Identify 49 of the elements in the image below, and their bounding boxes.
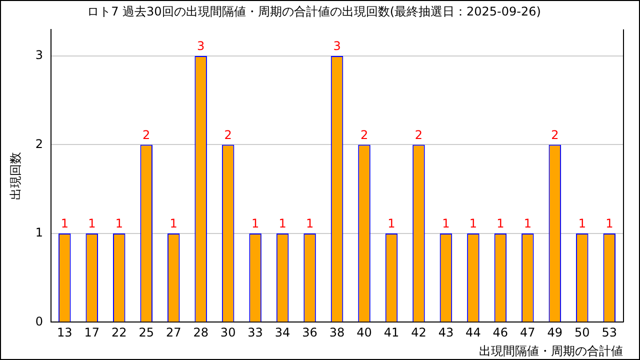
x-tick-label: 30 — [220, 326, 236, 340]
x-tick-label: 36 — [302, 326, 318, 340]
data-label: 2 — [142, 128, 150, 142]
data-label: 1 — [251, 216, 260, 231]
x-tick-label: 27 — [166, 326, 182, 340]
data-label: 2 — [551, 128, 559, 142]
data-label: 1 — [496, 216, 504, 231]
data-label: 2 — [224, 128, 232, 142]
data-label: 1 — [469, 216, 478, 231]
data-label: 3 — [197, 39, 205, 54]
x-axis-title: 出現間隔値・周期の合計値 — [479, 344, 623, 358]
x-tick-label: 47 — [520, 326, 536, 340]
x-tick-label: 44 — [466, 326, 481, 340]
y-axis-title: 出現回数 — [8, 152, 22, 200]
data-label: 1 — [524, 216, 532, 231]
data-label: 1 — [578, 216, 586, 231]
data-label: 2 — [360, 128, 368, 142]
data-label: 1 — [170, 216, 178, 231]
data-label: 1 — [115, 216, 123, 231]
data-label: 1 — [306, 216, 314, 231]
x-tick-label: 13 — [57, 326, 72, 340]
x-tick-label: 42 — [411, 326, 426, 340]
x-tick-label: 22 — [111, 326, 127, 340]
y-tick-label: 2 — [35, 136, 44, 151]
data-label: 1 — [606, 216, 614, 231]
y-tick-label: 1 — [35, 226, 44, 240]
x-tick-label: 25 — [138, 326, 154, 340]
y-tick-label: 3 — [35, 48, 44, 62]
x-tick-label: 50 — [574, 326, 590, 340]
x-tick-label: 40 — [356, 326, 372, 340]
x-tick-label: 41 — [384, 326, 400, 340]
data-label: 1 — [60, 216, 68, 231]
x-tick-label: 34 — [274, 326, 290, 340]
x-tick-label: 46 — [492, 326, 508, 340]
data-label: 3 — [333, 39, 341, 54]
y-tick-label: 0 — [35, 314, 44, 328]
x-tick-label: 49 — [547, 326, 563, 340]
data-label: 1 — [388, 216, 396, 231]
data-label: 2 — [414, 128, 423, 142]
data-label: 1 — [442, 216, 450, 231]
x-tick-label: 38 — [329, 326, 345, 340]
data-label: 1 — [88, 216, 96, 231]
x-tick-label: 43 — [438, 326, 454, 340]
x-tick-label: 28 — [193, 326, 208, 340]
x-tick-label: 33 — [248, 326, 263, 340]
x-tick-label: 17 — [84, 326, 100, 340]
chart-title: ロト7 過去30回の出現間隔値・周期の合計値の出現回数(最終抽選日：2025-09-26) — [87, 4, 541, 18]
x-tick-label: 53 — [602, 326, 618, 340]
data-label: 1 — [278, 216, 286, 231]
